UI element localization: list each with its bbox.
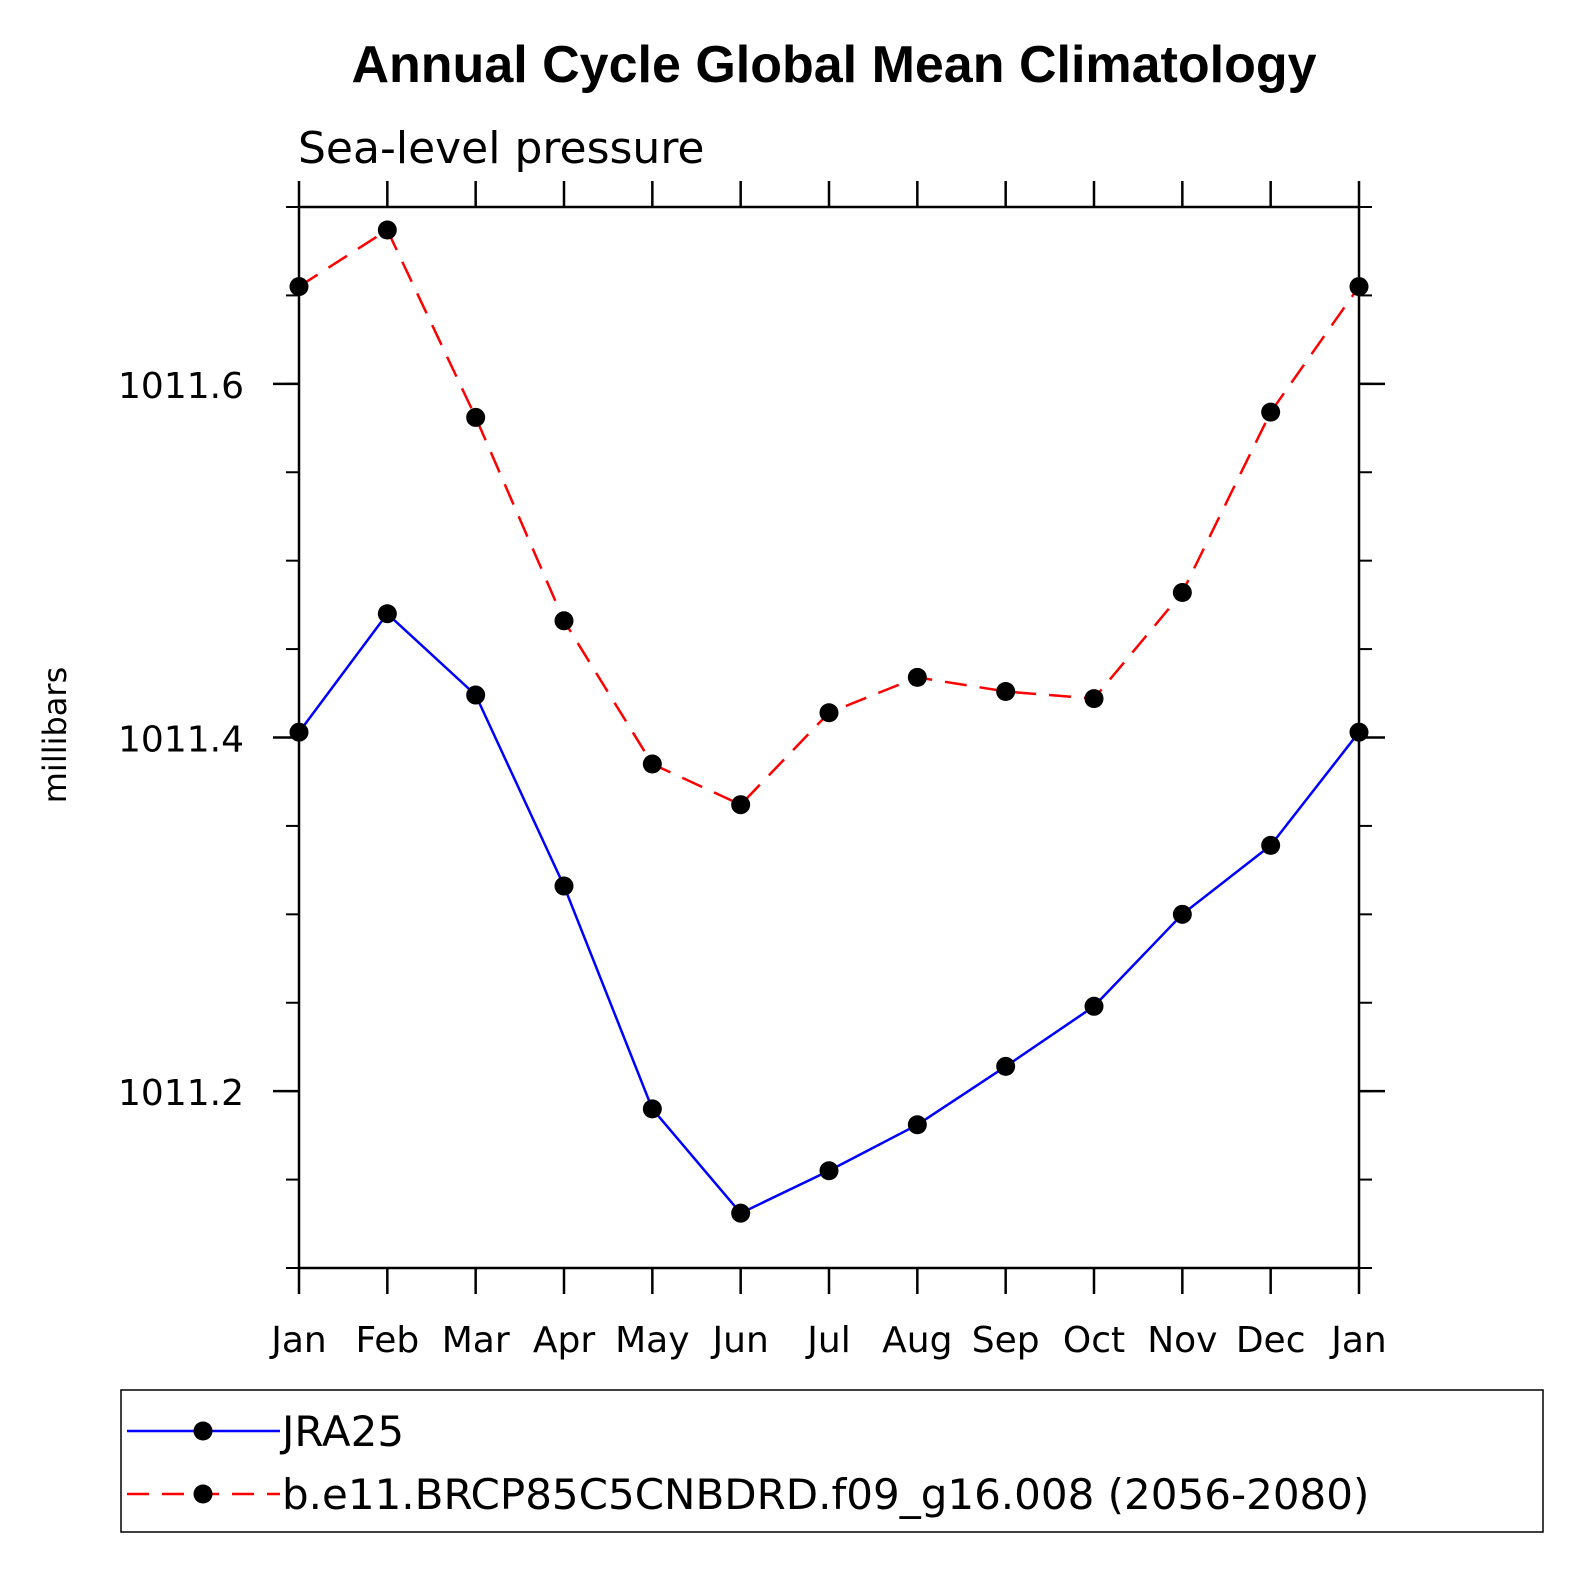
- legend-marker: [193, 1484, 213, 1504]
- x-tick-label: Apr: [533, 1320, 595, 1361]
- plot-frame: [297, 205, 1361, 1270]
- data-point: [554, 611, 574, 631]
- data-point: [1084, 996, 1104, 1016]
- x-tick-label: Jan: [1329, 1320, 1387, 1361]
- legend-items: JRA25 b.e11.BRCP85C5CNBDRD.f09_g16.008 (2…: [127, 1407, 1369, 1519]
- data-point: [731, 795, 751, 815]
- x-tick-label: Oct: [1063, 1320, 1125, 1361]
- y-tick-label: 1011.4: [118, 720, 244, 761]
- data-point: [642, 1099, 662, 1119]
- data-point: [1261, 835, 1281, 855]
- data-point: [377, 604, 397, 624]
- data-point: [907, 667, 927, 687]
- legend-item-2: b.e11.BRCP85C5CNBDRD.f09_g16.008 (2056-2…: [127, 1470, 1369, 1519]
- data-point: [1172, 582, 1192, 602]
- x-tick-label: Jun: [711, 1320, 769, 1361]
- x-tick-label: Dec: [1236, 1320, 1306, 1361]
- legend-label: JRA25: [279, 1407, 404, 1456]
- legend-box: [120, 1389, 1544, 1533]
- y-axis-label: millibars: [36, 667, 74, 803]
- x-tick-label: Feb: [355, 1320, 419, 1361]
- data-point: [1084, 689, 1104, 709]
- data-point: [996, 1056, 1016, 1076]
- data-point: [642, 754, 662, 774]
- data-point: [731, 1203, 751, 1223]
- legend: JRA25 b.e11.BRCP85C5CNBDRD.f09_g16.008 (2…: [120, 1389, 1544, 1533]
- x-tick-label: Jul: [805, 1320, 850, 1361]
- series-layer: [289, 220, 1369, 1223]
- data-point: [819, 703, 839, 723]
- y-tick-label: 1011.6: [118, 366, 244, 407]
- x-tick-label: Aug: [882, 1320, 952, 1361]
- data-point: [289, 277, 309, 297]
- data-point: [1172, 904, 1192, 924]
- data-point: [1261, 402, 1281, 422]
- legend-marker: [193, 1421, 213, 1441]
- data-point: [377, 220, 397, 240]
- chart-subtitle: Sea-level pressure: [298, 123, 705, 174]
- legend-label: b.e11.BRCP85C5CNBDRD.f09_g16.008 (2056-2…: [282, 1470, 1369, 1519]
- data-point: [289, 722, 309, 742]
- data-point: [996, 682, 1016, 702]
- series-2: [289, 220, 1369, 815]
- y-tick-label: 1011.2: [118, 1073, 244, 1114]
- data-point: [907, 1115, 927, 1135]
- x-tick-label: May: [615, 1320, 689, 1361]
- data-point: [466, 685, 486, 705]
- data-point: [1349, 722, 1369, 742]
- legend-item-1: JRA25: [127, 1407, 404, 1456]
- x-tick-label: Sep: [972, 1320, 1040, 1361]
- series-1: [289, 604, 1369, 1223]
- data-point: [819, 1161, 839, 1181]
- data-point: [554, 876, 574, 896]
- x-tick-label: Jan: [269, 1320, 327, 1361]
- x-tick-label: Mar: [442, 1320, 510, 1361]
- x-tick-label: Nov: [1147, 1320, 1217, 1361]
- data-point: [1349, 277, 1369, 297]
- chart-title: Annual Cycle Global Mean Climatology: [351, 36, 1316, 94]
- axis-tick-labels: Jan Feb Mar Apr May Jun Jul Aug Sep Oct Nov Dec Jan 1…: [118, 366, 1387, 1361]
- data-point: [466, 407, 486, 427]
- axis-ticks: [273, 181, 1385, 1294]
